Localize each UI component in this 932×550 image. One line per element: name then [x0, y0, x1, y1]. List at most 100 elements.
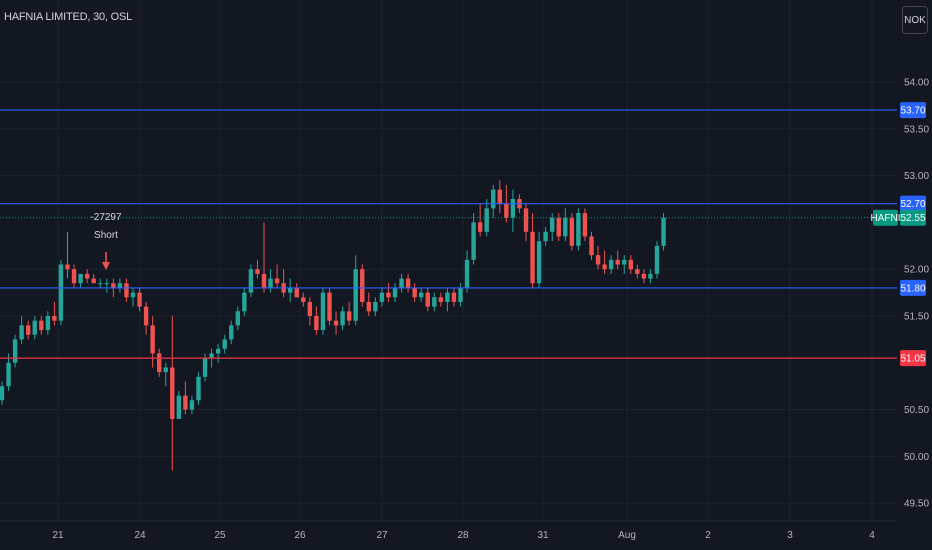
candle-body — [98, 283, 103, 285]
trade-direction-label: Short — [94, 230, 118, 241]
candle — [91, 273, 96, 284]
candle-body — [196, 376, 201, 401]
candle — [215, 344, 221, 363]
candle — [392, 283, 398, 302]
candle — [563, 208, 568, 242]
candle-body — [576, 213, 581, 246]
price-line-tag-label: 53.70 — [900, 106, 925, 117]
candle — [333, 311, 339, 335]
price-tick-label: 50.50 — [904, 405, 929, 416]
candle-body — [333, 320, 339, 326]
candle — [648, 269, 653, 284]
candle — [412, 283, 417, 302]
time-tick-label: 21 — [52, 530, 64, 541]
candle-body — [307, 301, 313, 316]
candle — [248, 264, 254, 298]
candle — [71, 264, 77, 288]
trade-quantity-label: -27297 — [90, 212, 122, 223]
candle — [196, 372, 201, 405]
candle-body — [301, 297, 306, 302]
candle — [32, 316, 37, 340]
currency-button[interactable]: NOK — [902, 6, 928, 34]
candle — [366, 292, 371, 316]
price-line-tag-label: 51.05 — [900, 354, 925, 365]
candle-body — [438, 297, 444, 302]
candle — [373, 297, 378, 316]
candle — [497, 180, 502, 214]
candle-body — [661, 217, 666, 246]
candle-body — [648, 273, 653, 279]
time-tick-label: 24 — [134, 530, 146, 541]
candle — [268, 269, 273, 293]
candle — [294, 283, 299, 298]
candle — [419, 287, 424, 302]
price-axis: 54.00 53.50 53.00 52.00 51.50 50.50 50.00 49.50 — [904, 78, 929, 510]
candle — [242, 287, 247, 316]
candle — [6, 353, 11, 391]
candle — [117, 278, 123, 293]
candle-body — [419, 292, 424, 298]
candle-body — [157, 353, 162, 373]
candle — [65, 231, 70, 279]
price-tick-label: 54.00 — [904, 78, 929, 89]
candle — [405, 273, 411, 293]
candle — [301, 292, 306, 307]
candle — [189, 395, 195, 415]
candle — [471, 213, 476, 265]
candle-body — [255, 269, 260, 274]
candle-body — [497, 189, 502, 204]
candle — [360, 264, 365, 307]
symbol-tag — [873, 209, 898, 226]
candle — [327, 287, 332, 326]
price-line-tag-label: 51.80 — [900, 283, 925, 294]
trade-annotation: -27297 Short — [90, 212, 122, 270]
candle-body — [504, 203, 509, 218]
time-tick-label: 27 — [376, 530, 388, 541]
price-tick-label: 53.00 — [904, 171, 929, 182]
candle-body — [615, 259, 620, 265]
candle — [340, 306, 345, 331]
candle — [98, 278, 103, 288]
price-line-tag-label: 52.70 — [900, 199, 925, 210]
candle — [26, 320, 31, 340]
candle — [608, 255, 614, 274]
symbol-tag-label: HAFNI — [871, 213, 901, 224]
price-tick-label: 50.00 — [904, 452, 929, 463]
candle-body — [189, 400, 195, 410]
candle — [386, 283, 391, 302]
candle — [536, 231, 542, 288]
candle-body — [137, 292, 142, 307]
candle-body — [78, 273, 83, 284]
candle — [157, 348, 162, 377]
candle — [510, 189, 516, 232]
candle-body — [26, 325, 31, 335]
candle — [438, 292, 444, 307]
candle-body — [130, 292, 136, 298]
candle-body — [412, 287, 417, 298]
candle-body — [117, 283, 123, 288]
candle — [379, 287, 385, 307]
candle-body — [242, 292, 247, 312]
candle-body — [530, 231, 535, 284]
candle — [491, 184, 496, 218]
price-tick-label: 49.50 — [904, 499, 929, 510]
candle — [222, 334, 227, 354]
candle-body — [202, 358, 208, 377]
candle — [576, 208, 581, 251]
candle-body — [274, 278, 280, 284]
candle-body — [294, 287, 299, 298]
candle-body — [622, 259, 627, 265]
candle-body — [176, 395, 182, 419]
candle-body — [425, 292, 430, 307]
candle-body — [523, 208, 529, 232]
time-tick-label: 28 — [457, 530, 469, 541]
candle-body — [314, 316, 319, 331]
candle-body — [346, 311, 352, 321]
short-arrow-head-icon — [102, 262, 110, 270]
candle — [543, 227, 548, 246]
candle-body — [536, 241, 542, 284]
candle — [170, 316, 175, 471]
time-tick-label: 31 — [537, 530, 549, 541]
